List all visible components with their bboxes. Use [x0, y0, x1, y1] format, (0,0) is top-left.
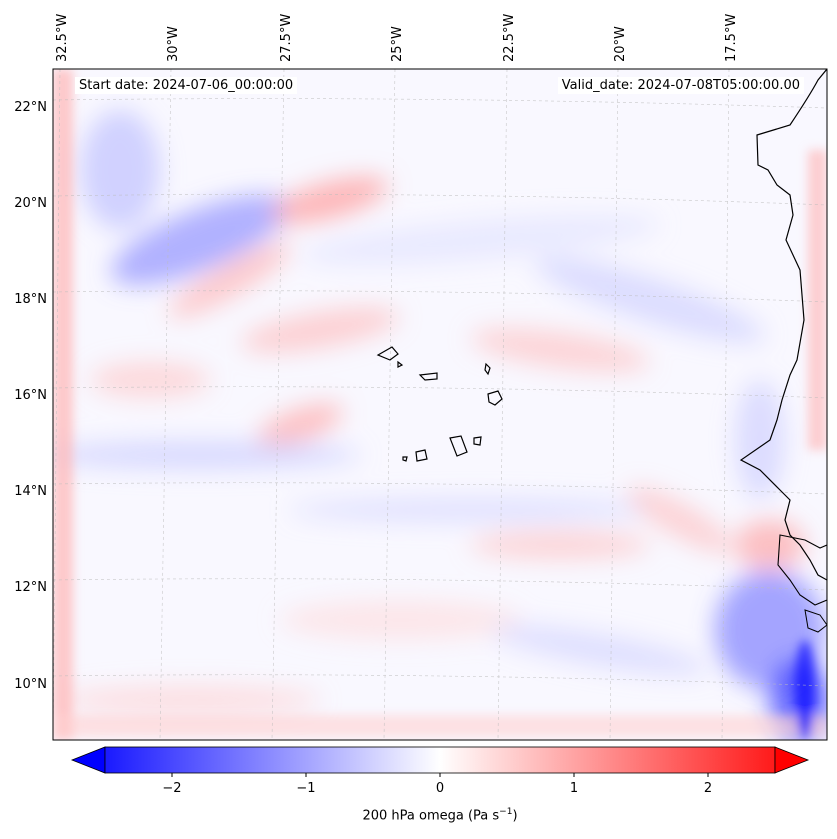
- colorbar-bar: [104, 746, 776, 774]
- colorbar: −2 −1 0 1 2: [70, 746, 810, 796]
- colorbar-tick-label: −1: [296, 781, 315, 796]
- colorbar-label-text: 200 hPa omega (Pa s: [362, 808, 500, 824]
- colorbar-extend-low: [70, 746, 106, 774]
- colorbar-tick-label: 2: [704, 781, 712, 796]
- lat-label: 14°N: [14, 484, 47, 499]
- longitude-labels: 32.5°W 30°W 27.5°W 25°W 22.5°W 20°W 17.5…: [55, 14, 739, 62]
- coastline: [739, 69, 827, 581]
- lon-label: 30°W: [166, 26, 181, 62]
- valid-date-label: Valid_date: 2024-07-08T05:00:00.00: [557, 77, 804, 94]
- colorbar-tick-label: 0: [436, 781, 444, 796]
- lat-label: 16°N: [14, 388, 47, 403]
- lat-label: 10°N: [14, 677, 47, 692]
- lat-label: 18°N: [14, 292, 47, 307]
- islands: [376, 346, 503, 462]
- omega-field: [53, 69, 827, 740]
- lon-label: 20°W: [613, 26, 628, 62]
- lon-label: 17.5°W: [724, 14, 739, 62]
- colorbar-label-exponent: −1: [499, 807, 513, 817]
- map-frame: [52, 68, 828, 741]
- lat-label: 20°N: [14, 196, 47, 211]
- lat-label: 12°N: [14, 580, 47, 595]
- lat-label: 22°N: [14, 100, 47, 115]
- colorbar-extend-high: [774, 746, 810, 774]
- start-date-label: Start date: 2024-07-06_00:00:00: [75, 77, 298, 94]
- latitude-labels: 22°N 20°N 18°N 16°N 14°N 12°N 10°N: [14, 100, 47, 692]
- colorbar-tick-label: −2: [162, 781, 181, 796]
- lon-label: 27.5°W: [279, 14, 294, 62]
- lon-label: 25°W: [390, 26, 405, 62]
- lon-label: 22.5°W: [502, 14, 517, 62]
- colorbar-label-close: ): [512, 808, 518, 824]
- colorbar-label: 200 hPa omega (Pa s−1): [0, 807, 837, 823]
- colorbar-tick-label: 1: [570, 781, 578, 796]
- lon-label: 32.5°W: [55, 14, 70, 62]
